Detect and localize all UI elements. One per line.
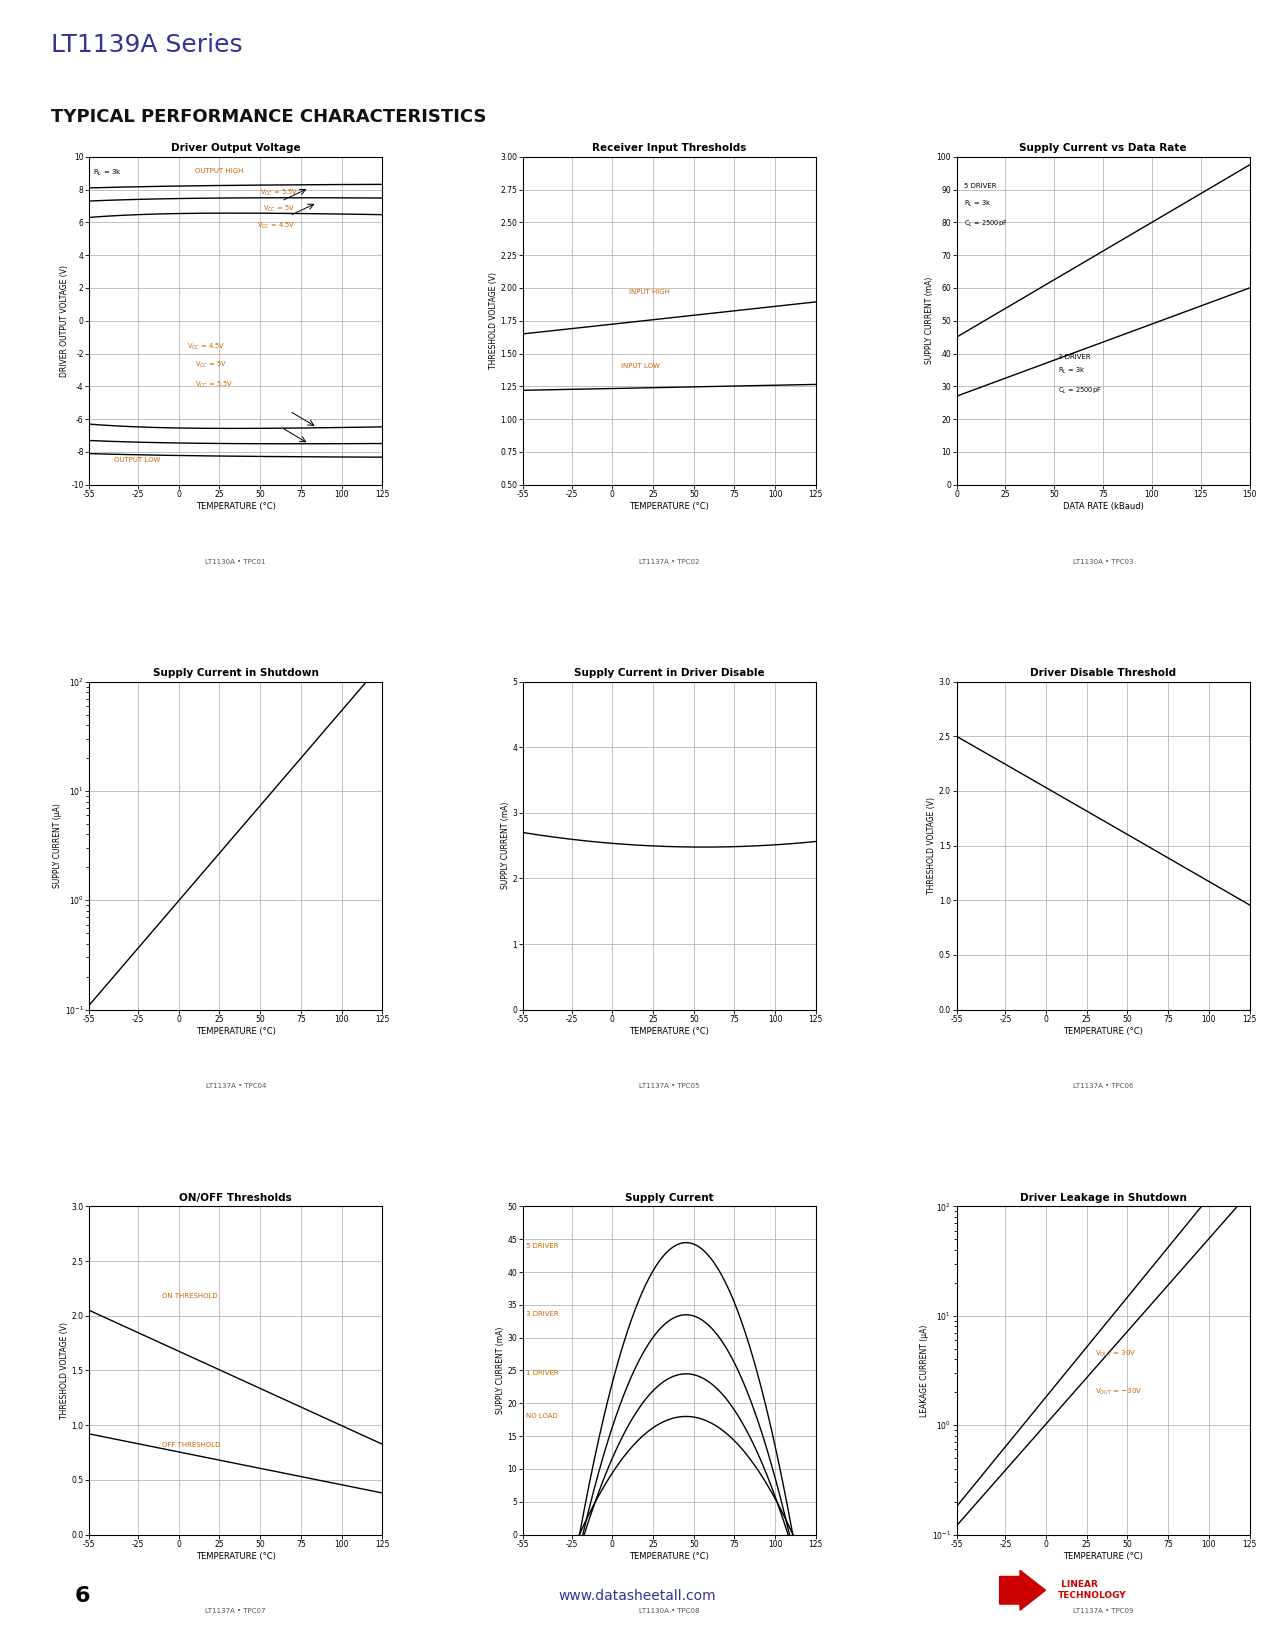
X-axis label: TEMPERATURE (°C): TEMPERATURE (°C) <box>196 1026 275 1036</box>
Y-axis label: SUPPLY CURRENT (μA): SUPPLY CURRENT (μA) <box>52 804 61 888</box>
Text: V$_{CC}$ = 5.5V: V$_{CC}$ = 5.5V <box>260 188 298 198</box>
Text: LT1137A • TPC07: LT1137A • TPC07 <box>205 1609 266 1614</box>
Text: INPUT LOW: INPUT LOW <box>621 363 659 370</box>
Text: LT1137A • TPC05: LT1137A • TPC05 <box>639 1084 700 1089</box>
Y-axis label: DRIVER OUTPUT VOLTAGE (V): DRIVER OUTPUT VOLTAGE (V) <box>60 264 69 376</box>
X-axis label: TEMPERATURE (°C): TEMPERATURE (°C) <box>1063 1026 1142 1036</box>
Text: OUTPUT LOW: OUTPUT LOW <box>113 457 161 464</box>
Text: C$_L$ = 2500pF: C$_L$ = 2500pF <box>1058 386 1102 396</box>
Y-axis label: THRESHOLD VOLTAGE (V): THRESHOLD VOLTAGE (V) <box>927 797 936 894</box>
Title: Supply Current in Shutdown: Supply Current in Shutdown <box>153 668 319 678</box>
Y-axis label: SUPPLY CURRENT (mA): SUPPLY CURRENT (mA) <box>496 1327 505 1414</box>
Title: Driver Leakage in Shutdown: Driver Leakage in Shutdown <box>1020 1193 1187 1203</box>
Y-axis label: THRESHOLD VOLTAGE (V): THRESHOLD VOLTAGE (V) <box>60 1322 69 1419</box>
Text: 5 DRIVER: 5 DRIVER <box>527 1242 558 1249</box>
Text: NO LOAD: NO LOAD <box>527 1412 558 1419</box>
Title: Driver Disable Threshold: Driver Disable Threshold <box>1030 668 1176 678</box>
Title: ON/OFF Thresholds: ON/OFF Thresholds <box>180 1193 292 1203</box>
Text: V$_{CC}$ = 5V: V$_{CC}$ = 5V <box>264 205 295 214</box>
Text: 1 DRIVER: 1 DRIVER <box>527 1371 558 1376</box>
Title: Receiver Input Thresholds: Receiver Input Thresholds <box>592 144 747 153</box>
Text: LINEAR
TECHNOLOGY: LINEAR TECHNOLOGY <box>1058 1581 1127 1600</box>
Text: R$_L$ = 3k: R$_L$ = 3k <box>93 168 121 178</box>
X-axis label: TEMPERATURE (°C): TEMPERATURE (°C) <box>1063 1553 1142 1561</box>
Text: LT1137A • TPC09: LT1137A • TPC09 <box>1072 1609 1133 1614</box>
Text: LT1137A • TPC04: LT1137A • TPC04 <box>205 1084 266 1089</box>
FancyArrow shape <box>1000 1571 1046 1610</box>
Text: LT1137A • TPC06: LT1137A • TPC06 <box>1072 1084 1133 1089</box>
Y-axis label: THRESHOLD VOLTAGE (V): THRESHOLD VOLTAGE (V) <box>488 272 497 370</box>
Text: C$_L$ = 2500pF: C$_L$ = 2500pF <box>964 219 1009 229</box>
Text: R$_L$ = 3k: R$_L$ = 3k <box>1058 366 1085 376</box>
Text: LT1130A • TPC03: LT1130A • TPC03 <box>1072 558 1133 564</box>
Title: Supply Current: Supply Current <box>625 1193 714 1203</box>
X-axis label: TEMPERATURE (°C): TEMPERATURE (°C) <box>196 502 275 512</box>
Text: V$_{OUT}$ = −30V: V$_{OUT}$ = −30V <box>1095 1388 1142 1398</box>
X-axis label: TEMPERATURE (°C): TEMPERATURE (°C) <box>196 1553 275 1561</box>
Text: LT1130A • TPC08: LT1130A • TPC08 <box>639 1609 700 1614</box>
X-axis label: DATA RATE (kBaud): DATA RATE (kBaud) <box>1062 502 1144 512</box>
Y-axis label: SUPPLY CURRENT (mA): SUPPLY CURRENT (mA) <box>924 277 933 365</box>
Text: INPUT HIGH: INPUT HIGH <box>629 289 669 295</box>
Text: V$_{CC}$ = 4.5V: V$_{CC}$ = 4.5V <box>256 221 295 231</box>
Text: 5 DRIVER: 5 DRIVER <box>964 183 997 190</box>
Text: V$_{CC}$ = 4.5V: V$_{CC}$ = 4.5V <box>187 342 224 351</box>
Text: www.datasheetall.com: www.datasheetall.com <box>558 1589 717 1602</box>
Text: TYPICAL PERFORMANCE CHARACTERISTICS: TYPICAL PERFORMANCE CHARACTERISTICS <box>51 109 487 125</box>
Text: V$_{CC}$ = 5.5V: V$_{CC}$ = 5.5V <box>195 380 233 389</box>
Text: OUTPUT HIGH: OUTPUT HIGH <box>195 168 244 175</box>
Title: Driver Output Voltage: Driver Output Voltage <box>171 144 301 153</box>
Title: Supply Current vs Data Rate: Supply Current vs Data Rate <box>1019 144 1187 153</box>
Text: V$_{OUT}$ = 30V: V$_{OUT}$ = 30V <box>1095 1348 1136 1360</box>
Y-axis label: LEAKAGE CURRENT (μA): LEAKAGE CURRENT (μA) <box>921 1325 929 1417</box>
X-axis label: TEMPERATURE (°C): TEMPERATURE (°C) <box>630 1553 709 1561</box>
X-axis label: TEMPERATURE (°C): TEMPERATURE (°C) <box>630 1026 709 1036</box>
X-axis label: TEMPERATURE (°C): TEMPERATURE (°C) <box>630 502 709 512</box>
Text: LT1130A • TPC01: LT1130A • TPC01 <box>205 558 266 564</box>
Title: Supply Current in Driver Disable: Supply Current in Driver Disable <box>574 668 765 678</box>
Text: LT1137A • TPC02: LT1137A • TPC02 <box>639 558 700 564</box>
Text: V$_{CC}$ = 5V: V$_{CC}$ = 5V <box>195 360 227 370</box>
Text: LT1139A Series: LT1139A Series <box>51 33 242 58</box>
Text: OFF THRESHOLD: OFF THRESHOLD <box>162 1442 221 1447</box>
Text: 6: 6 <box>74 1586 91 1605</box>
Text: 3 DRIVER: 3 DRIVER <box>1058 353 1090 360</box>
Text: R$_L$ = 3k: R$_L$ = 3k <box>964 200 992 210</box>
Text: ON THRESHOLD: ON THRESHOLD <box>162 1294 218 1299</box>
Y-axis label: SUPPLY CURRENT (mA): SUPPLY CURRENT (mA) <box>501 802 510 889</box>
Text: 3 DRIVER: 3 DRIVER <box>527 1312 558 1317</box>
